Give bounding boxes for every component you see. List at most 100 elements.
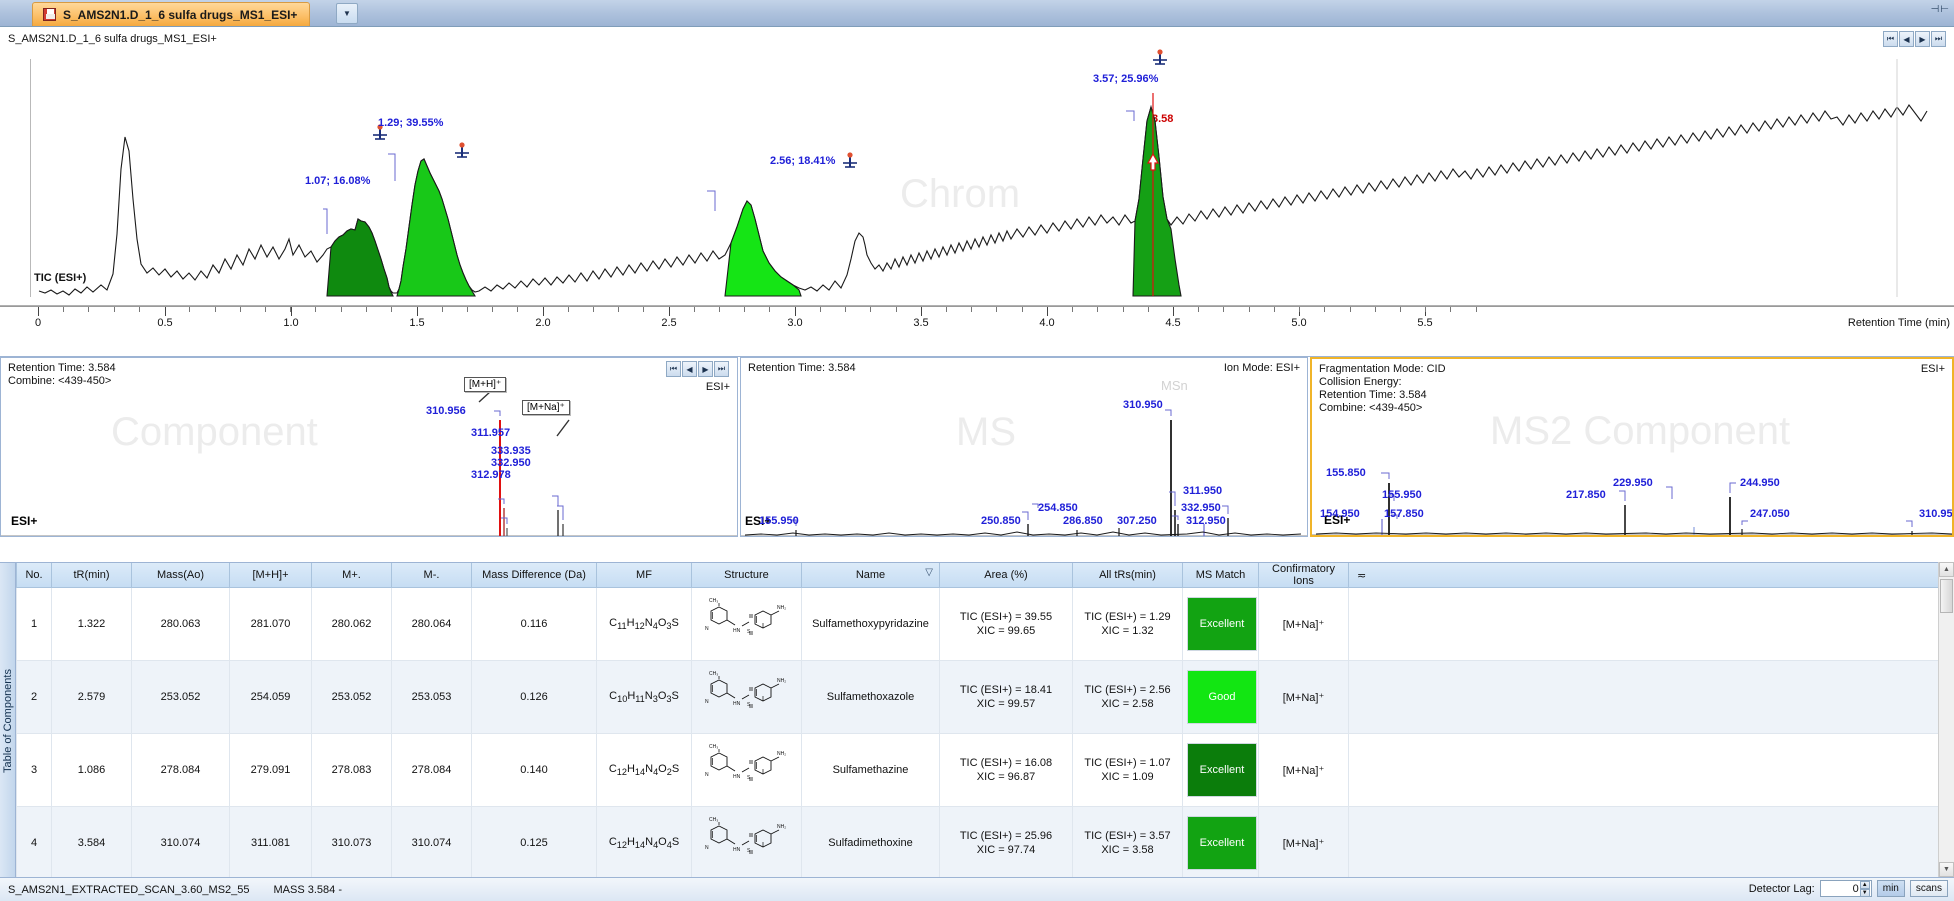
table-row[interactable]: 2 2.579 253.052 254.059 253.052 253.053 0.126 C… [16,660,1954,734]
cell-mplus: 253.052 [311,660,392,734]
document-tab[interactable]: S_AMS2N1.D_1_6 sulfa drugs_MS1_ESI+ [32,2,311,26]
col-mh[interactable]: [M+H]+ [229,563,312,588]
ms2-component-panel[interactable]: Fragmentation Mode: CID Collision Energy… [1310,357,1954,537]
nav-next-icon[interactable]: ▶ [698,361,713,377]
x-minor-tick [1475,307,1477,312]
molecular-structure-icon: CH₃ N HN S NH₂ [705,598,786,635]
scroll-down-icon[interactable]: ▼ [1939,862,1954,877]
nav-next-icon[interactable]: ▶ [1915,31,1930,47]
nav-prev-icon[interactable]: ◀ [1899,31,1914,47]
cell-mminus: 310.074 [391,806,472,880]
col-confirmatory-ions[interactable]: Confirmatory Ions [1258,563,1349,588]
col-mass[interactable]: Mass(Ao) [131,563,230,588]
nav-last-icon[interactable]: ⏭ [1931,31,1946,47]
x-minor-tick [365,307,367,312]
ms-ion-mode: Ion Mode: ESI+ [1223,362,1300,374]
table-body[interactable]: 1 1.322 280.063 281.070 280.062 280.064 0.116 C… [16,587,1954,880]
cell-structure[interactable]: CH₃ N HN S NH₂ [691,660,802,734]
cell-structure[interactable]: CH₃ N HN S NH₂ [691,806,802,880]
scroll-up-icon[interactable]: ▲ [1939,562,1954,577]
x-minor-tick [971,307,973,312]
table-row[interactable]: 1 1.322 280.063 281.070 280.062 280.064 0.116 C… [16,587,1954,661]
x-minor-tick [1400,307,1401,312]
chromatogram-nav-buttons[interactable]: ⏮ ◀ ▶ ⏭ [1883,31,1946,47]
col-mass-difference[interactable]: Mass Difference (Da) [471,563,597,588]
x-tick-7: 3.5 [913,317,929,329]
col-mf[interactable]: MF [596,563,692,588]
cell-area: TIC (ESI+) = 39.55 XIC = 99.65 [939,587,1073,661]
x-minor-tick [265,307,266,312]
components-table[interactable]: No. tR(min) Mass(Ao) [M+H]+ M+. M-. Mass… [16,563,1954,880]
ms-panel[interactable]: Retention Time: 3.584 Ion Mode: ESI+ MS … [740,357,1308,537]
unit-scans-button[interactable]: scans [1909,880,1948,897]
component-nav-buttons[interactable]: ⏮ ◀ ▶ ⏭ [666,361,729,377]
x-tick-5: 2.5 [661,317,677,329]
tab-dropdown-button[interactable]: ▼ [336,3,358,24]
x-minor-tick [63,307,65,312]
col-mminus[interactable]: M-. [391,563,472,588]
cell-structure[interactable]: CH₃ N HN S NH₂ [691,587,802,661]
cell-confirmatory-ions: [M+Na]⁺ [1258,806,1349,880]
ms2-mz-label-3: 154.950 [1320,508,1360,520]
x-minor-tick [1299,307,1301,312]
col-no[interactable]: No. [16,563,52,588]
table-of-components-tab[interactable]: Table of Components [0,563,16,878]
svg-text:N: N [705,626,709,632]
col-all-trs[interactable]: All tRs(min) [1072,563,1183,588]
ms-mz-label-2: 332.950 [1181,502,1221,514]
cell-mass-difference: 0.125 [471,806,597,880]
x-minor-tick [1198,307,1200,312]
table-row[interactable]: 3 1.086 278.084 279.091 278.083 278.084 0.140 C… [16,733,1954,807]
components-table-panel[interactable]: Table of Components No. tR(min) Mass(Ao)… [0,562,1954,880]
component-panel[interactable]: Retention Time: 3.584 Combine: <439-450>… [0,357,738,537]
cell-structure[interactable]: CH₃ N HN S NH₂ [691,733,802,807]
cell-tr: 1.322 [51,587,132,661]
cell-confirmatory-ions: [M+Na]⁺ [1258,587,1349,661]
nav-first-icon[interactable]: ⏮ [1883,31,1898,47]
col-mplus[interactable]: M+. [311,563,392,588]
x-minor-tick [744,307,746,312]
col-tr[interactable]: tR(min) [51,563,132,588]
svg-text:HN: HN [733,628,741,634]
x-minor-tick [819,307,821,312]
cell-tr: 2.579 [51,660,132,734]
cell-confirmatory-ions: [M+Na]⁺ [1258,733,1349,807]
component-spectrum-svg [1,390,737,536]
detector-lag-value: 0 [1852,882,1859,895]
nav-last-icon[interactable]: ⏭ [714,361,729,377]
col-ms-match[interactable]: MS Match [1182,563,1259,588]
cell-tr: 3.584 [51,806,132,880]
molecular-structure-icon: CH₃ N HN S NH₂ [705,817,786,854]
component-ion-mode: ESI+ [705,381,730,393]
scrollbar-thumb[interactable] [1940,579,1953,613]
cell-mass-difference: 0.116 [471,587,597,661]
table-vertical-scrollbar[interactable]: ▲ ▼ [1938,562,1954,877]
ms2-ion-mode: ESI+ [1920,363,1945,375]
table-row[interactable]: 4 3.584 310.074 311.081 310.073 310.074 0.125 C… [16,806,1954,880]
detector-lag-group[interactable]: Detector Lag: 0 ▲ ▼ min scans [1749,880,1948,897]
chromatogram-panel[interactable]: S_AMS2N1.D_1_6 sulfa drugs_MS1_ESI+ ⏮ ◀ … [0,27,1954,357]
peak-marker-icon [1153,49,1167,65]
column-menu-icon: ≂ [1357,569,1367,582]
nav-first-icon[interactable]: ⏮ [666,361,681,377]
window-controls[interactable]: ⊣⊢ [1930,4,1950,15]
col-menu[interactable]: ≂ [1348,563,1954,588]
save-icon [43,8,56,21]
x-minor-tick [290,307,292,312]
cell-name: Sulfadimethoxine [801,806,940,880]
chromatogram-plot[interactable] [30,59,1930,297]
detector-lag-input[interactable]: 0 ▲ ▼ [1819,880,1872,897]
col-area[interactable]: Area (%) [939,563,1073,588]
unit-min-button[interactable]: min [1876,880,1905,897]
component-mz-label-3: 332.950 [491,457,531,469]
col-structure[interactable]: Structure [691,563,802,588]
x-tick-6: 3.0 [787,317,803,329]
col-name[interactable]: Name ▽ [801,563,940,588]
cell-mf: C12H14N4O4S [596,806,692,880]
x-tick-4: 2.0 [535,317,551,329]
detector-lag-stepper[interactable]: ▲ ▼ [1859,881,1870,897]
x-minor-tick [719,307,720,312]
svg-text:CH₃: CH₃ [709,744,718,750]
nav-prev-icon[interactable]: ◀ [682,361,697,377]
